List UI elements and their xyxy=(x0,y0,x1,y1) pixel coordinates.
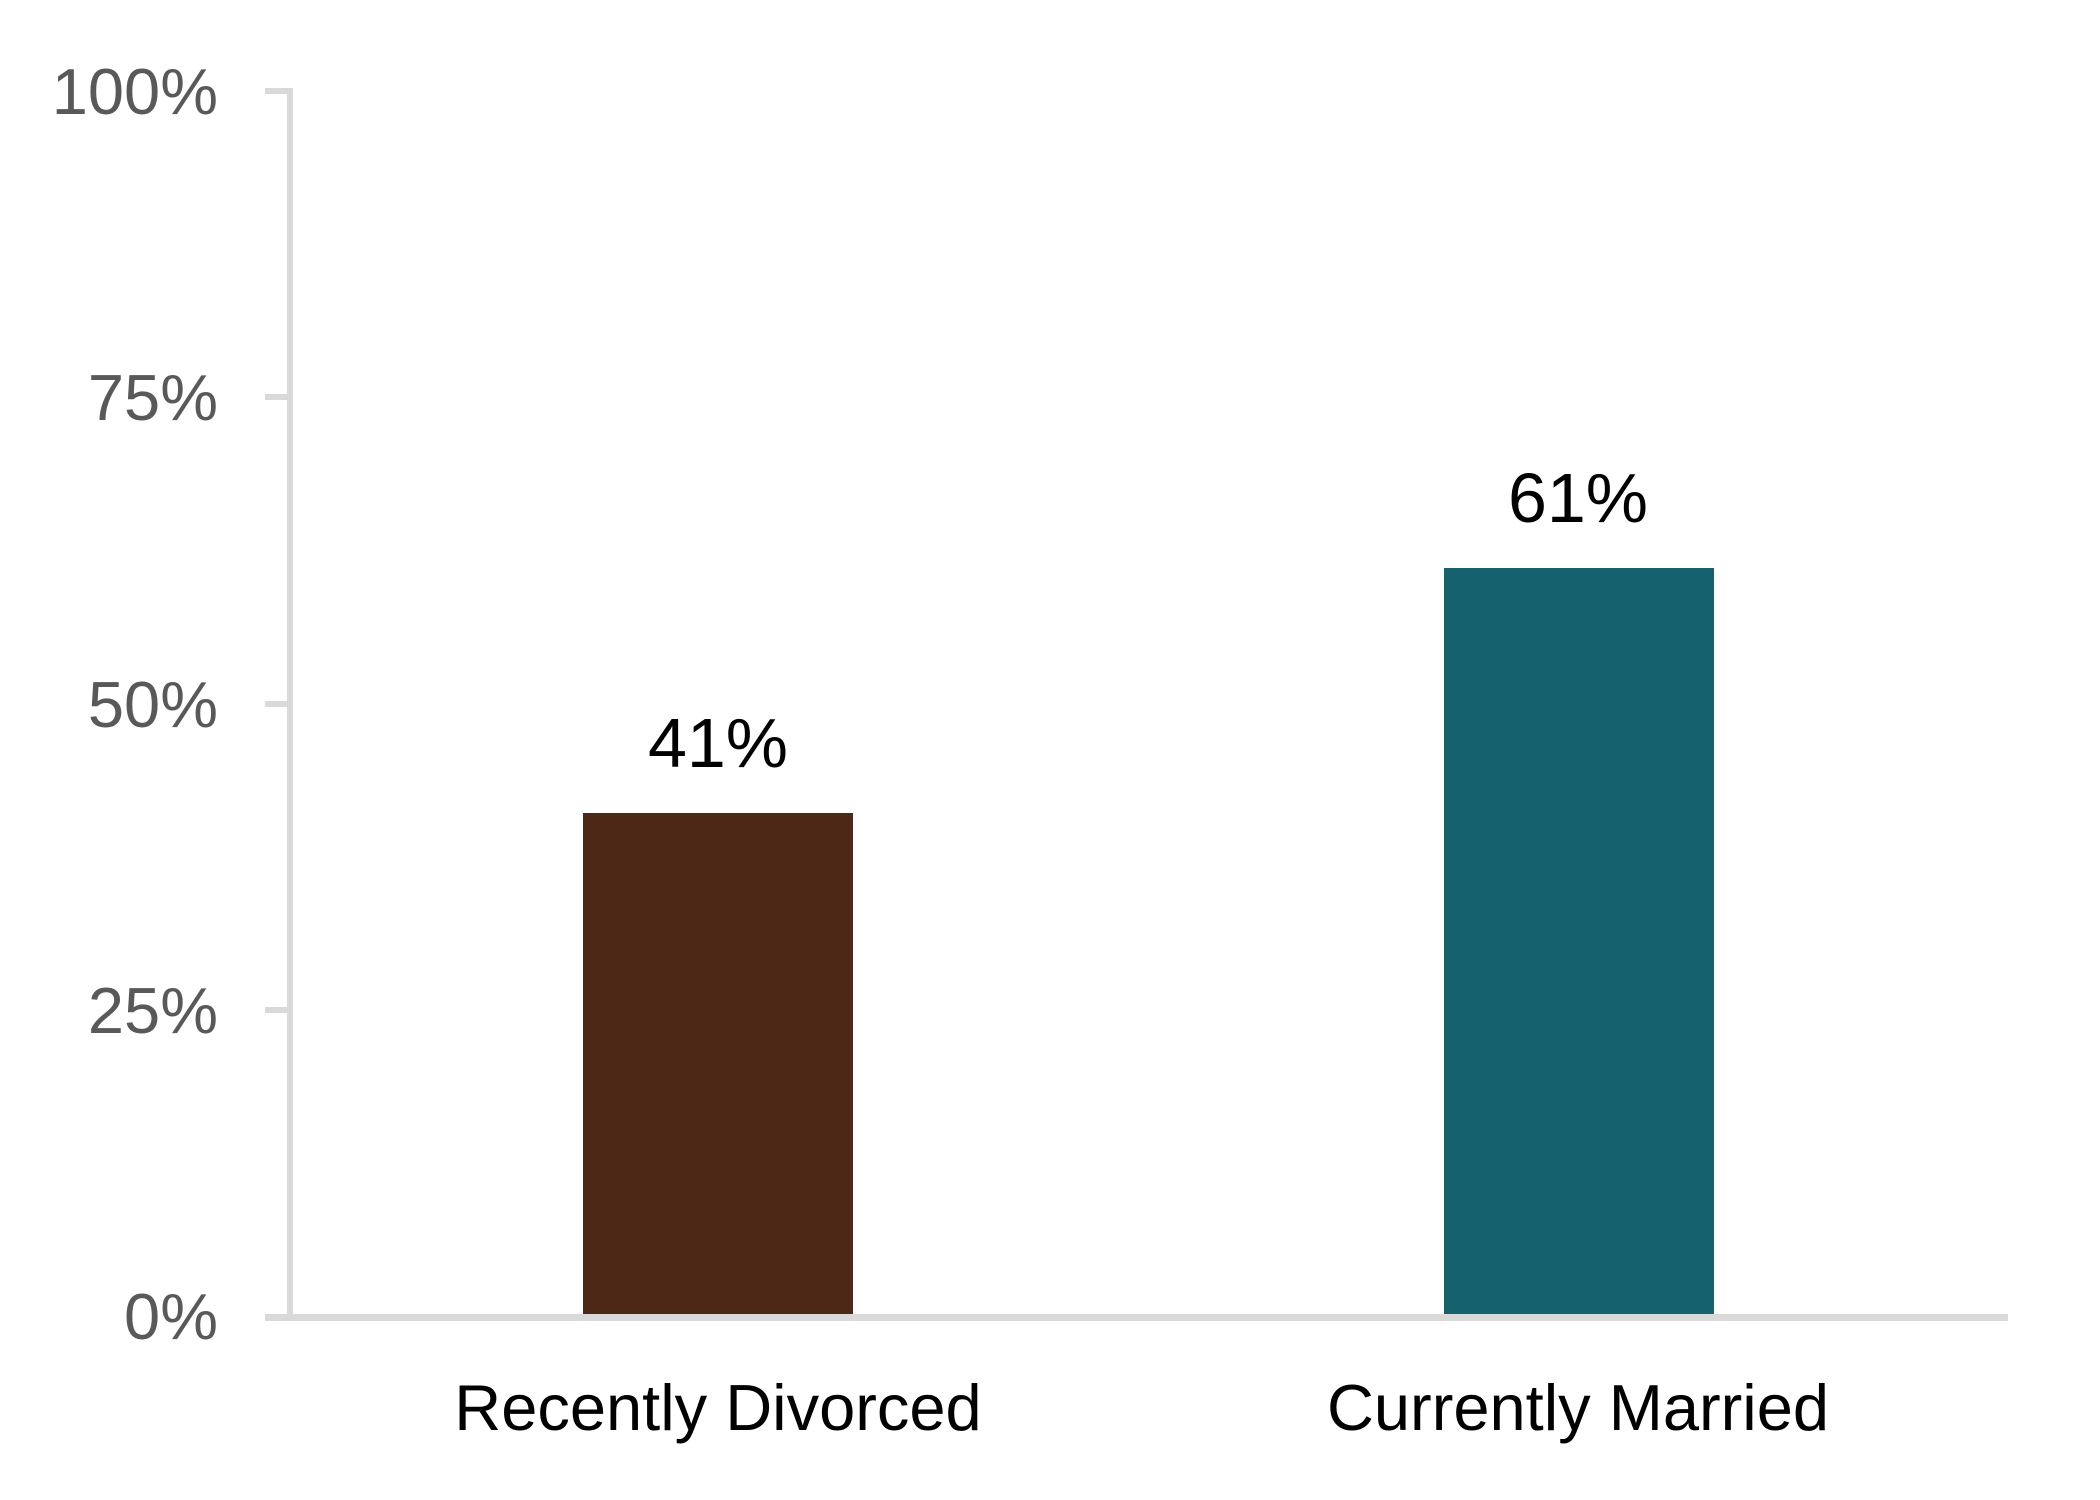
y-axis-tick-mark-50 xyxy=(265,701,287,707)
y-axis-tick-label-0: 0% xyxy=(124,1280,218,1353)
bar-value-label-recently-divorced: 41% xyxy=(647,704,789,782)
y-axis-tick-label-25: 25% xyxy=(87,974,218,1047)
bar-recently-divorced xyxy=(583,813,853,1314)
bar-value-label-currently-married: 61% xyxy=(1507,459,1649,537)
y-axis-tick-mark-100 xyxy=(265,88,287,94)
x-axis-category-label-currently-married: Currently Married xyxy=(1326,1371,1830,1444)
bar-currently-married xyxy=(1444,568,1714,1314)
y-axis-tick-label-100: 100% xyxy=(51,55,218,128)
x-axis-category-label-recently-divorced: Recently Divorced xyxy=(454,1371,982,1444)
y-axis-tick-label-50: 50% xyxy=(87,668,218,741)
y-axis-line xyxy=(287,88,293,1314)
y-axis-tick-label-75: 75% xyxy=(87,361,218,434)
y-axis-tick-mark-25 xyxy=(265,1007,287,1013)
x-axis-baseline xyxy=(265,1314,2008,1321)
y-axis-tick-mark-75 xyxy=(265,394,287,400)
